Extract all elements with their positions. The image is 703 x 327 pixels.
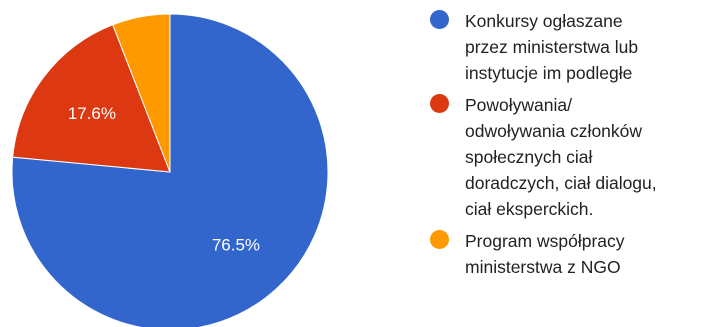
slice-label: 76.5%: [212, 235, 260, 254]
slice-powolywania[interactable]: [12, 24, 171, 173]
legend-label: Konkursy ogłaszane przez ministerstwa lu…: [465, 11, 639, 83]
legend-item-konkursy[interactable]: Konkursy ogłaszane przez ministerstwa lu…: [430, 8, 700, 86]
legend-label: Program współpracy ministerstwa z NGO: [465, 231, 625, 277]
legend-dot-orange: [430, 230, 449, 249]
legend-dot-red: [430, 94, 449, 113]
legend-item-program[interactable]: Program współpracy ministerstwa z NGO: [430, 228, 700, 280]
slice-program[interactable]: [112, 13, 171, 173]
legend: Konkursy ogłaszane przez ministerstwa lu…: [430, 8, 700, 286]
legend-label: Powoływania/ odwoływania członków społec…: [465, 95, 657, 219]
slice-label: 17.6%: [68, 104, 116, 123]
legend-dot-blue: [430, 10, 449, 29]
pie-chart: 76.5% 17.6%: [11, 13, 329, 327]
legend-item-powolywania[interactable]: Powoływania/ odwoływania członków społec…: [430, 92, 700, 222]
